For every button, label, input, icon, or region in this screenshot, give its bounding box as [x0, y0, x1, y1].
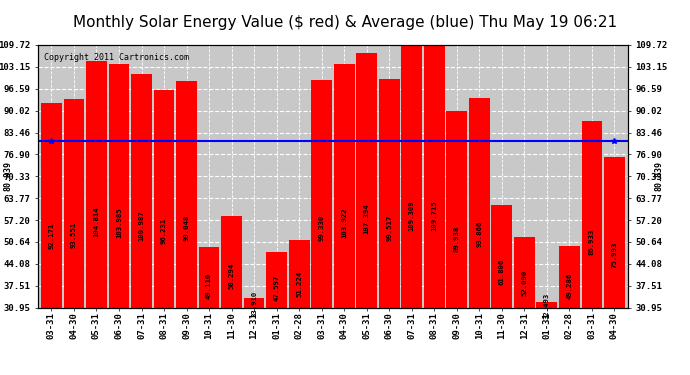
Text: 103.922: 103.922 — [341, 207, 347, 238]
Bar — [402, 46, 422, 308]
Bar — [131, 74, 152, 307]
Bar — [154, 90, 175, 308]
Text: 32.493: 32.493 — [544, 292, 550, 319]
Text: 100.987: 100.987 — [139, 210, 144, 241]
Bar — [289, 240, 310, 308]
Bar — [108, 64, 129, 308]
Bar — [469, 98, 490, 308]
Text: 96.231: 96.231 — [161, 218, 167, 244]
Bar — [86, 62, 107, 308]
Bar — [559, 246, 580, 308]
Bar — [41, 104, 62, 308]
Text: 92.171: 92.171 — [48, 223, 55, 249]
Bar — [266, 252, 287, 308]
Text: 61.806: 61.806 — [499, 258, 505, 285]
Text: 99.517: 99.517 — [386, 214, 392, 241]
Text: 49.286: 49.286 — [566, 273, 573, 299]
Text: 107.394: 107.394 — [364, 203, 370, 234]
Text: Copyright 2011 Cartronics.com: Copyright 2011 Cartronics.com — [44, 53, 189, 62]
Bar — [176, 81, 197, 308]
Text: 89.938: 89.938 — [454, 226, 460, 252]
Text: 86.933: 86.933 — [589, 229, 595, 255]
Text: Monthly Solar Energy Value ($ red) & Average (blue) Thu May 19 06:21: Monthly Solar Energy Value ($ red) & Ave… — [73, 15, 617, 30]
Bar — [514, 237, 535, 308]
Text: 80.839: 80.839 — [654, 161, 664, 191]
Text: 52.090: 52.090 — [522, 270, 527, 296]
Text: 58.294: 58.294 — [228, 262, 235, 289]
Bar — [537, 302, 558, 307]
Bar — [199, 247, 219, 308]
Text: 99.048: 99.048 — [184, 215, 190, 241]
Bar — [334, 64, 355, 308]
Text: 49.110: 49.110 — [206, 273, 212, 300]
Text: 51.224: 51.224 — [296, 271, 302, 297]
Bar — [356, 53, 377, 307]
Text: 80.839: 80.839 — [3, 161, 13, 191]
Text: 99.330: 99.330 — [319, 214, 325, 241]
Bar — [446, 111, 467, 308]
Bar — [604, 158, 624, 308]
Bar — [221, 216, 242, 308]
Bar — [582, 121, 602, 308]
Text: 33.910: 33.910 — [251, 291, 257, 317]
Text: 75.993: 75.993 — [611, 242, 618, 268]
Bar — [244, 298, 264, 307]
Bar — [491, 205, 512, 308]
Bar — [63, 99, 84, 308]
Text: 104.814: 104.814 — [93, 206, 99, 237]
Text: 47.597: 47.597 — [274, 275, 279, 301]
Bar — [379, 79, 400, 308]
Text: 109.309: 109.309 — [408, 201, 415, 231]
Bar — [424, 45, 444, 308]
Text: 93.551: 93.551 — [71, 221, 77, 248]
Text: 109.715: 109.715 — [431, 200, 437, 231]
Text: 93.866: 93.866 — [476, 221, 482, 247]
Bar — [311, 80, 332, 308]
Text: 103.985: 103.985 — [116, 207, 122, 238]
